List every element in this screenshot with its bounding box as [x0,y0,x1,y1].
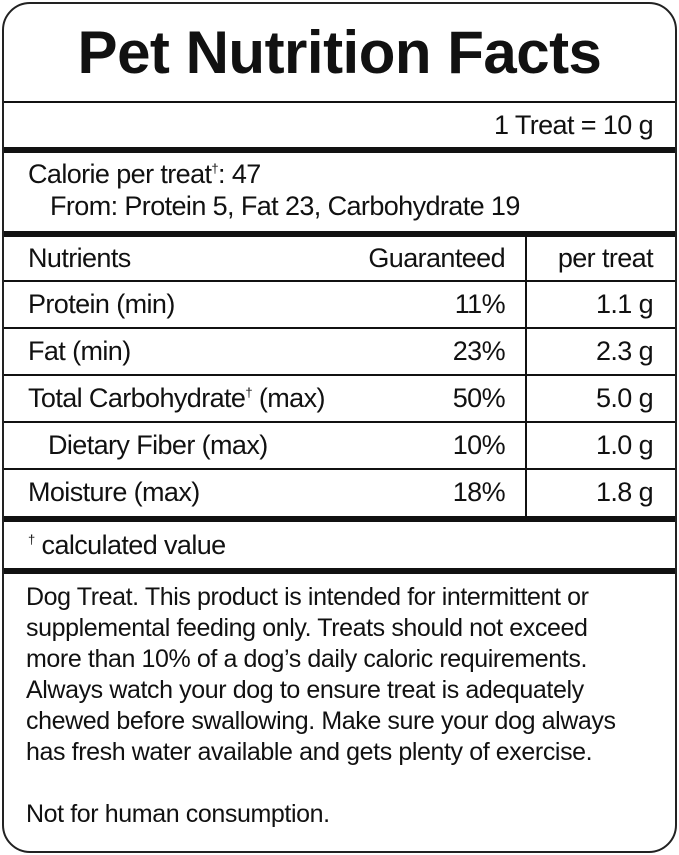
per-treat-value: 1.1 g [595,289,654,319]
statement-line: chewed before swallowing. Make sure your… [26,707,616,735]
per-treat-value: 5.0 g [595,383,654,413]
table-header: Nutrients Guaranteed per treat [4,237,675,280]
table-row: Fat (min) 23% 2.3 g [4,329,675,374]
nutrient-label: Total Carbohydrate [28,383,246,413]
divider [4,231,675,237]
guaranteed-value: 18% [452,477,506,507]
table-row: Protein (min) 11% 1.1 g [4,282,675,327]
table-row: Dietary Fiber (max) 10% 1.0 g [4,423,675,468]
header-per-treat: per treat [557,243,654,273]
table-row: Total Carbohydrate† (max) 50% 5.0 g [4,376,675,421]
column-divider [525,237,527,518]
feeding-statement: Dog Treat. This product is intended for … [26,582,616,830]
serving-size: 1 Treat = 10 g [494,110,654,140]
dagger-mark: † [245,385,252,400]
divider [4,101,675,103]
human-consumption-warning: Not for human consumption. [26,800,330,828]
nutrient-label: Dietary Fiber (max) [48,430,268,460]
nutrient-name: Fat (min) [28,336,131,367]
calorie-line: Calorie per treat†: 47 [28,159,261,190]
calorie-sources: From: Protein 5, Fat 23, Carbohydrate 19 [50,191,520,221]
serving-size-row: 1 Treat = 10 g [4,103,675,148]
statement-line: more than 10% of a dog’s daily caloric r… [26,645,587,673]
calorie-value: : 47 [218,159,261,189]
header-nutrients: Nutrients [28,243,131,273]
footnote-text: calculated value [34,529,227,560]
statement-line: has fresh water available and gets plent… [26,738,593,766]
divider [4,468,675,470]
divider [4,147,675,153]
dagger-mark: † [211,161,219,176]
table-row: Moisture (max) 18% 1.8 g [4,470,675,515]
guaranteed-value: 10% [452,430,506,460]
footnote-row: † calculated value [4,522,675,568]
guaranteed-value: 50% [452,383,506,413]
nutrient-name: Protein (min) [28,289,175,320]
footnote: † calculated value [28,530,226,561]
nutrient-name: Moisture (max) [28,477,200,508]
nutrient-label: Fat (min) [28,336,131,366]
dagger-mark: † [28,531,35,547]
statement-line: supplemental feeding only. Treats should… [26,614,588,642]
calorie-section: Calorie per treat†: 47 From: Protein 5, … [4,153,675,231]
guaranteed-value: 23% [452,336,506,366]
divider [4,568,675,574]
nutrient-name: Total Carbohydrate† (max) [28,383,325,414]
header-guaranteed: Guaranteed [368,243,505,273]
nutrient-name: Dietary Fiber (max) [48,430,268,461]
guaranteed-value: 11% [454,289,506,319]
label-title: Pet Nutrition Facts [77,19,602,86]
nutrient-label: Protein (min) [28,289,175,319]
nutrient-qualifier: (max) [251,383,326,413]
statement-line: Always watch your dog to ensure treat is… [26,676,584,704]
nutrient-label: Moisture (max) [28,477,200,507]
divider [4,516,675,522]
per-treat-value: 2.3 g [595,336,654,366]
divider [4,421,675,423]
statement-line: Dog Treat. This product is intended for … [26,583,589,611]
divider [4,374,675,376]
per-treat-value: 1.0 g [595,430,654,460]
divider [4,280,675,282]
calorie-label: Calorie per treat [28,159,212,189]
per-treat-value: 1.8 g [595,477,654,507]
divider [4,327,675,329]
